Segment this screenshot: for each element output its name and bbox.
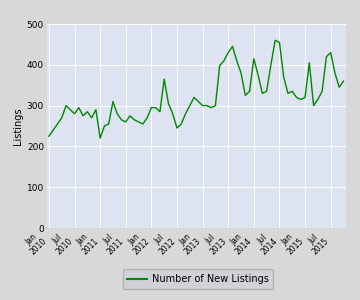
Y-axis label: Listings: Listings <box>13 107 23 145</box>
Legend: Number of New Listings: Number of New Listings <box>122 269 274 289</box>
